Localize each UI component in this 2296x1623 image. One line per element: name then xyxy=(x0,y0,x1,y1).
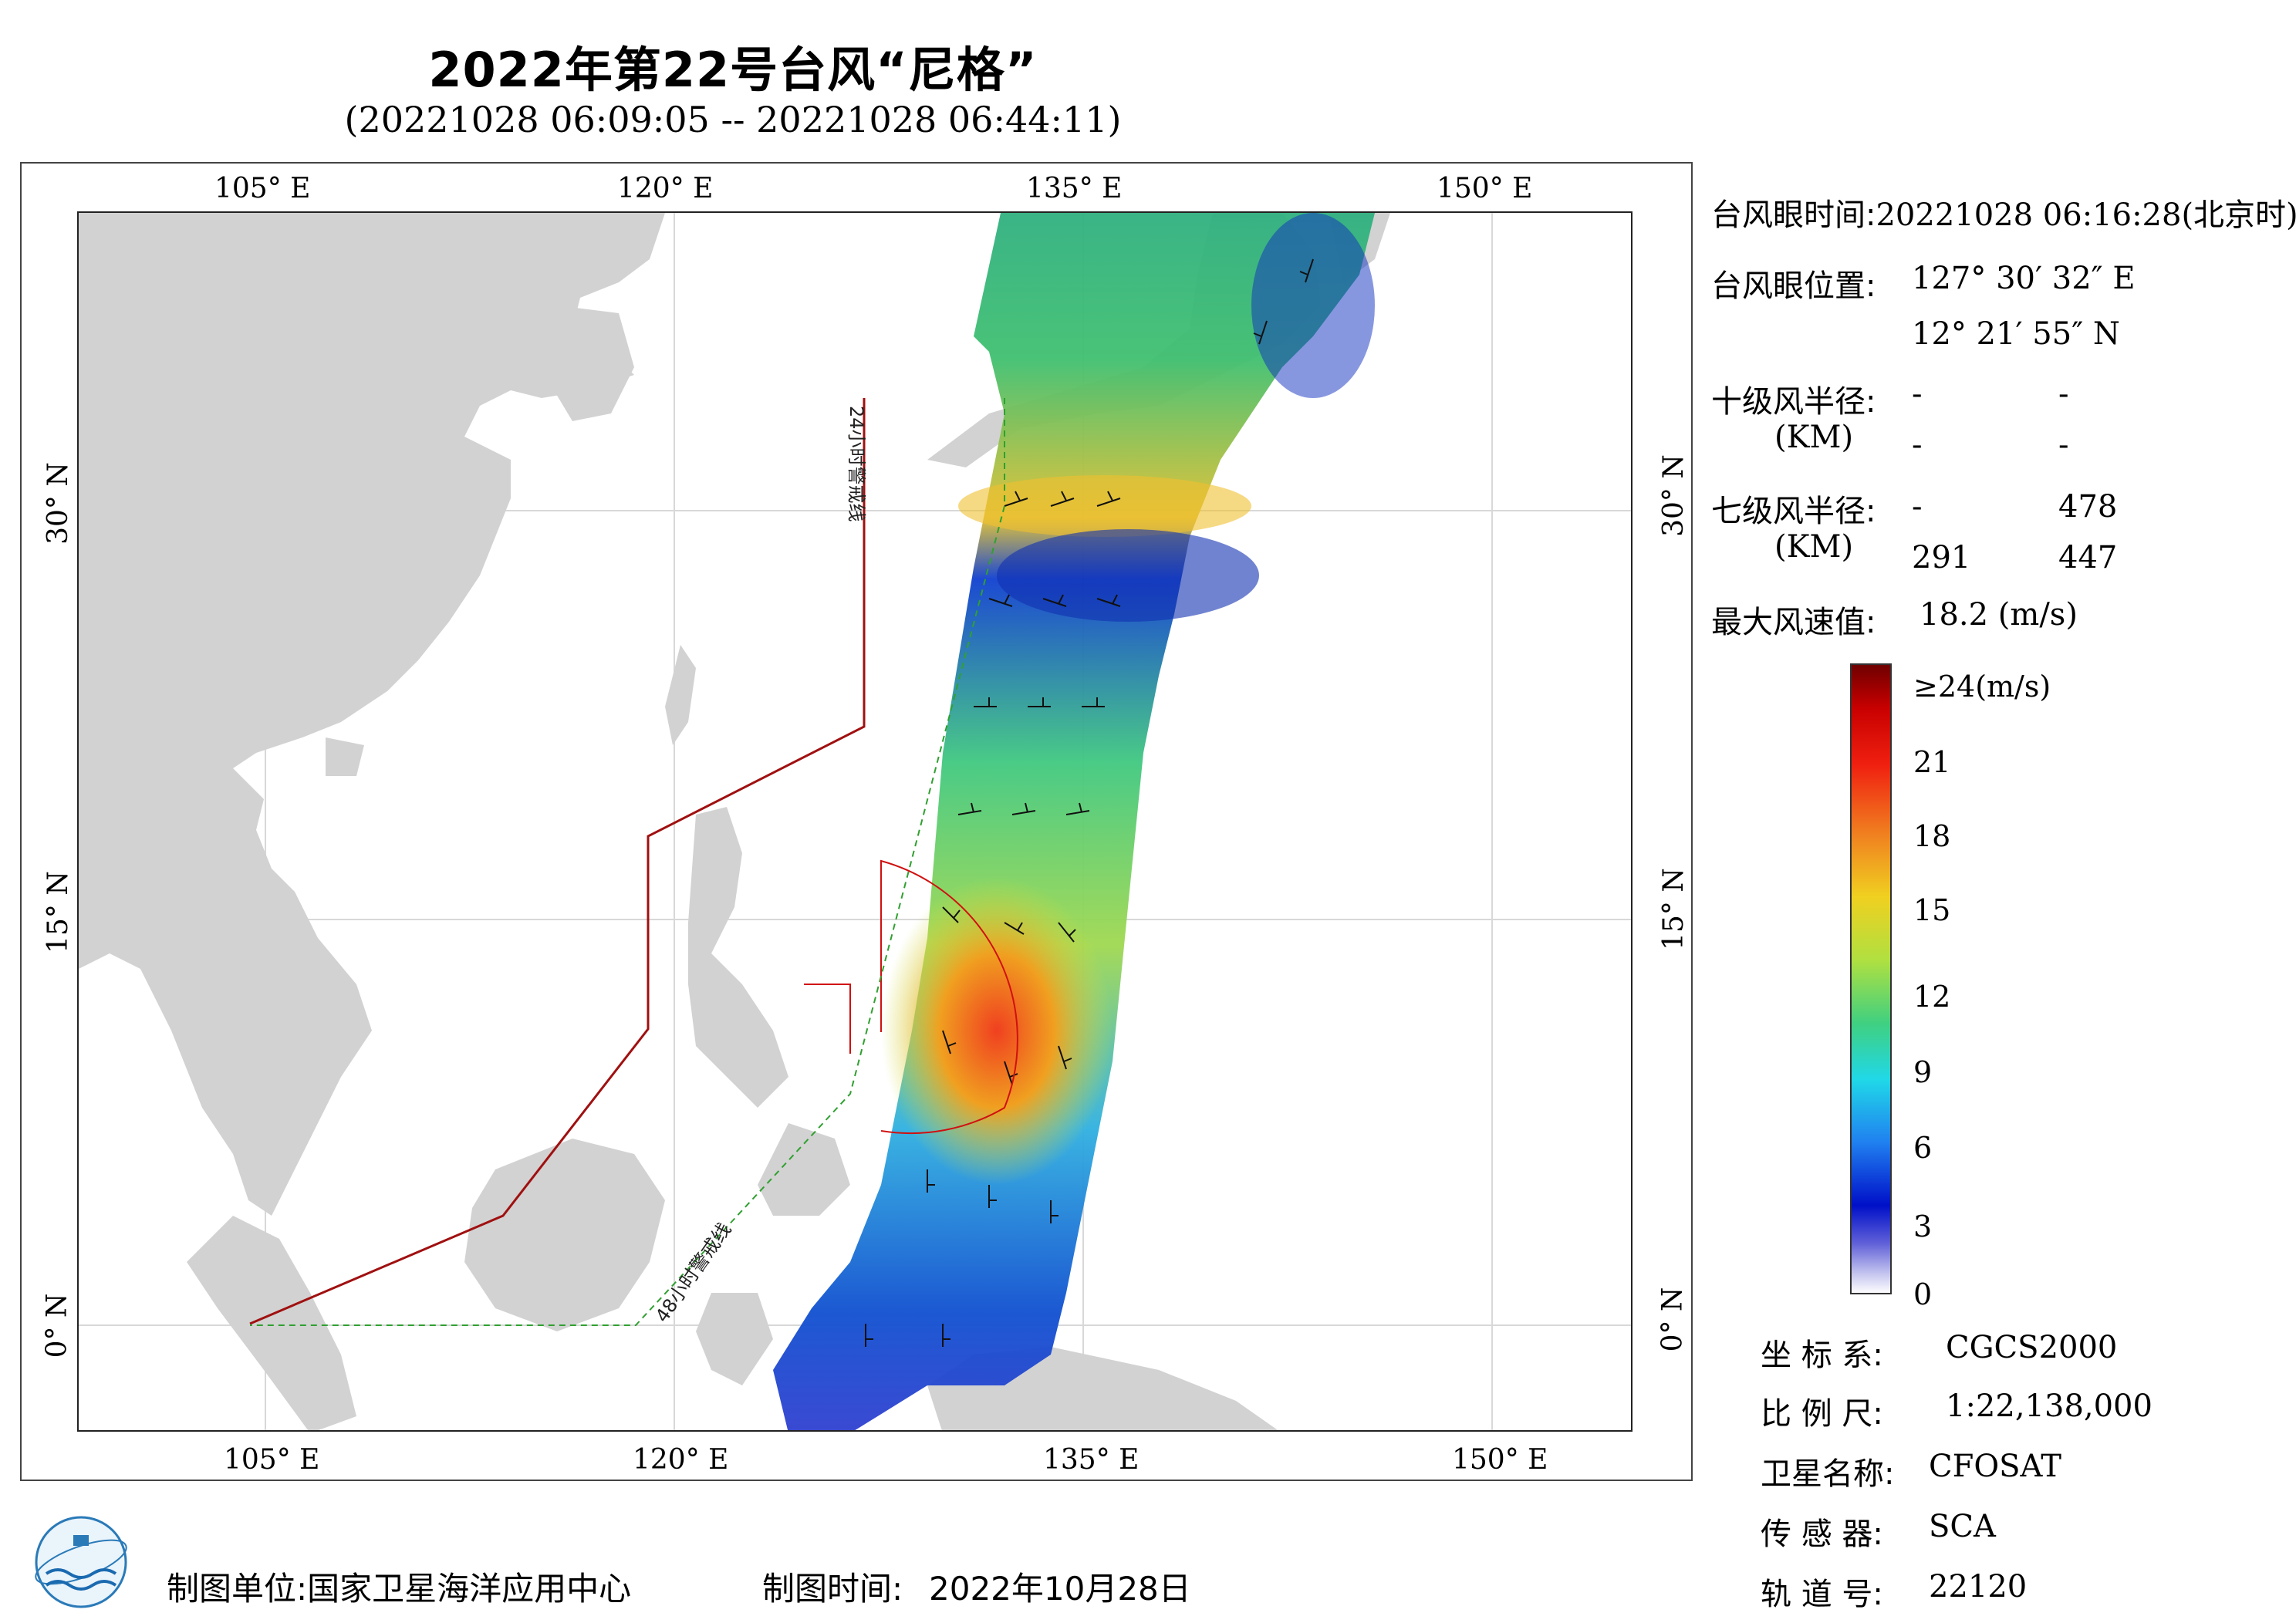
orbit-label: 轨 道 号: xyxy=(1761,1577,1883,1612)
r7-value: 447 xyxy=(2058,540,2118,575)
date-row: 制图时间: xyxy=(762,1563,903,1610)
wind-swath xyxy=(773,213,1375,1430)
legend-tick: 0 xyxy=(1913,1277,1933,1311)
orbit-value: 22120 xyxy=(1929,1569,2028,1604)
top-lon-tick: 135° E xyxy=(1026,173,1123,204)
right-lat-tick: 30° N xyxy=(1657,454,1690,537)
legend-colorbar xyxy=(1850,663,1892,1294)
bottom-lon-tick: 135° E xyxy=(1043,1444,1140,1476)
producer-row: 制图单位:国家卫星海洋应用中心 xyxy=(167,1563,631,1610)
producer-value: 国家卫星海洋应用中心 xyxy=(307,1570,632,1608)
eye-time-value: 20221028 06:16:28(北京时) xyxy=(1876,197,2296,233)
wind-barbs xyxy=(865,258,1314,1347)
wind-radius-marker xyxy=(804,984,851,1054)
eye-lon: 127° 30′ 32″ E xyxy=(1912,261,2136,296)
bottom-lon-tick: 105° E xyxy=(224,1444,320,1476)
left-lat-tick: 0° N xyxy=(41,1293,73,1358)
scale-value: 1:22,138,000 xyxy=(1946,1388,2152,1424)
satellite-label: 卫星名称: xyxy=(1761,1456,1895,1492)
r10-value: - xyxy=(2058,427,2069,463)
r7-unit: (KM) xyxy=(1774,529,1854,565)
right-lat-tick: 0° N xyxy=(1656,1287,1689,1352)
r10-label: 十级风半径: xyxy=(1711,384,1876,420)
map-svg: 24小时警戒线 48小时警戒线 xyxy=(79,213,1631,1430)
sensor-label: 传 感 器: xyxy=(1761,1517,1883,1552)
warning-line-24h xyxy=(249,398,866,1325)
map-subtitle: (20221028 06:09:05 -- 20221028 06:44:11) xyxy=(344,99,1122,140)
map-frame xyxy=(20,162,1693,1481)
legend-tick: 3 xyxy=(1913,1210,1933,1243)
top-lon-tick: 120° E xyxy=(617,173,714,204)
date-value: 2022年10月28日 xyxy=(929,1570,1191,1608)
r7-value: 291 xyxy=(1912,540,1971,575)
r10-unit: (KM) xyxy=(1774,420,1854,455)
max-wind-value: 18.2 (m/s) xyxy=(1920,597,2078,633)
legend-tick: 9 xyxy=(1913,1055,1933,1089)
eye-time-label: 台风眼时间: xyxy=(1711,197,1876,233)
legend-tick: 21 xyxy=(1913,745,1951,779)
r10-value: - xyxy=(1912,427,1923,463)
right-lat-tick: 15° N xyxy=(1657,868,1690,950)
wind-radius-circle xyxy=(880,859,1018,1135)
map-canvas: 24小时警戒线 48小时警戒线 xyxy=(77,211,1633,1432)
eye-time-row: 台风眼时间:20221028 06:16:28(北京时) xyxy=(1711,190,2296,235)
eye-pos-row: 台风眼位置: xyxy=(1711,261,1876,305)
legend-tick: 6 xyxy=(1913,1131,1933,1165)
warning-line-48h xyxy=(250,398,1005,1326)
eye-pos-label: 台风眼位置: xyxy=(1711,268,1876,304)
warning-24h-label: 24小时警戒线 xyxy=(846,406,867,522)
crs-value: CGCS2000 xyxy=(1946,1330,2118,1365)
left-lat-tick: 30° N xyxy=(42,462,74,545)
bottom-lon-tick: 120° E xyxy=(633,1444,729,1476)
left-lat-tick: 15° N xyxy=(42,871,74,953)
sensor-value: SCA xyxy=(1929,1509,1996,1544)
satellite-value: CFOSAT xyxy=(1929,1449,2061,1484)
r10-value: - xyxy=(2058,376,2069,412)
legend-tick: 15 xyxy=(1913,893,1951,927)
date-label: 制图时间: xyxy=(762,1570,903,1608)
max-wind-row: 最大风速值: xyxy=(1711,597,1876,642)
r10-value: - xyxy=(1912,376,1923,412)
scale-label: 比 例 尺: xyxy=(1761,1396,1883,1432)
nsoas-logo-icon xyxy=(35,1516,127,1608)
bottom-lon-tick: 150° E xyxy=(1452,1444,1548,1476)
r7-label: 七级风半径: xyxy=(1711,494,1876,529)
top-lon-tick: 105° E xyxy=(214,173,311,204)
eye-lat: 12° 21′ 55″ N xyxy=(1912,316,2120,352)
producer-label: 制图单位: xyxy=(167,1570,308,1608)
crs-label: 坐 标 系: xyxy=(1761,1338,1883,1373)
map-title: 2022年第22号台风“尼格” xyxy=(428,42,1038,98)
top-lon-tick: 150° E xyxy=(1437,173,1533,204)
legend-tick: 18 xyxy=(1913,819,1951,853)
max-wind-label: 最大风速值: xyxy=(1711,605,1876,640)
legend-tick: ≥24(m/s) xyxy=(1913,670,2051,704)
legend-tick: 12 xyxy=(1913,980,1951,1014)
r7-value: - xyxy=(1912,489,1923,525)
r7-value: 478 xyxy=(2058,489,2118,525)
